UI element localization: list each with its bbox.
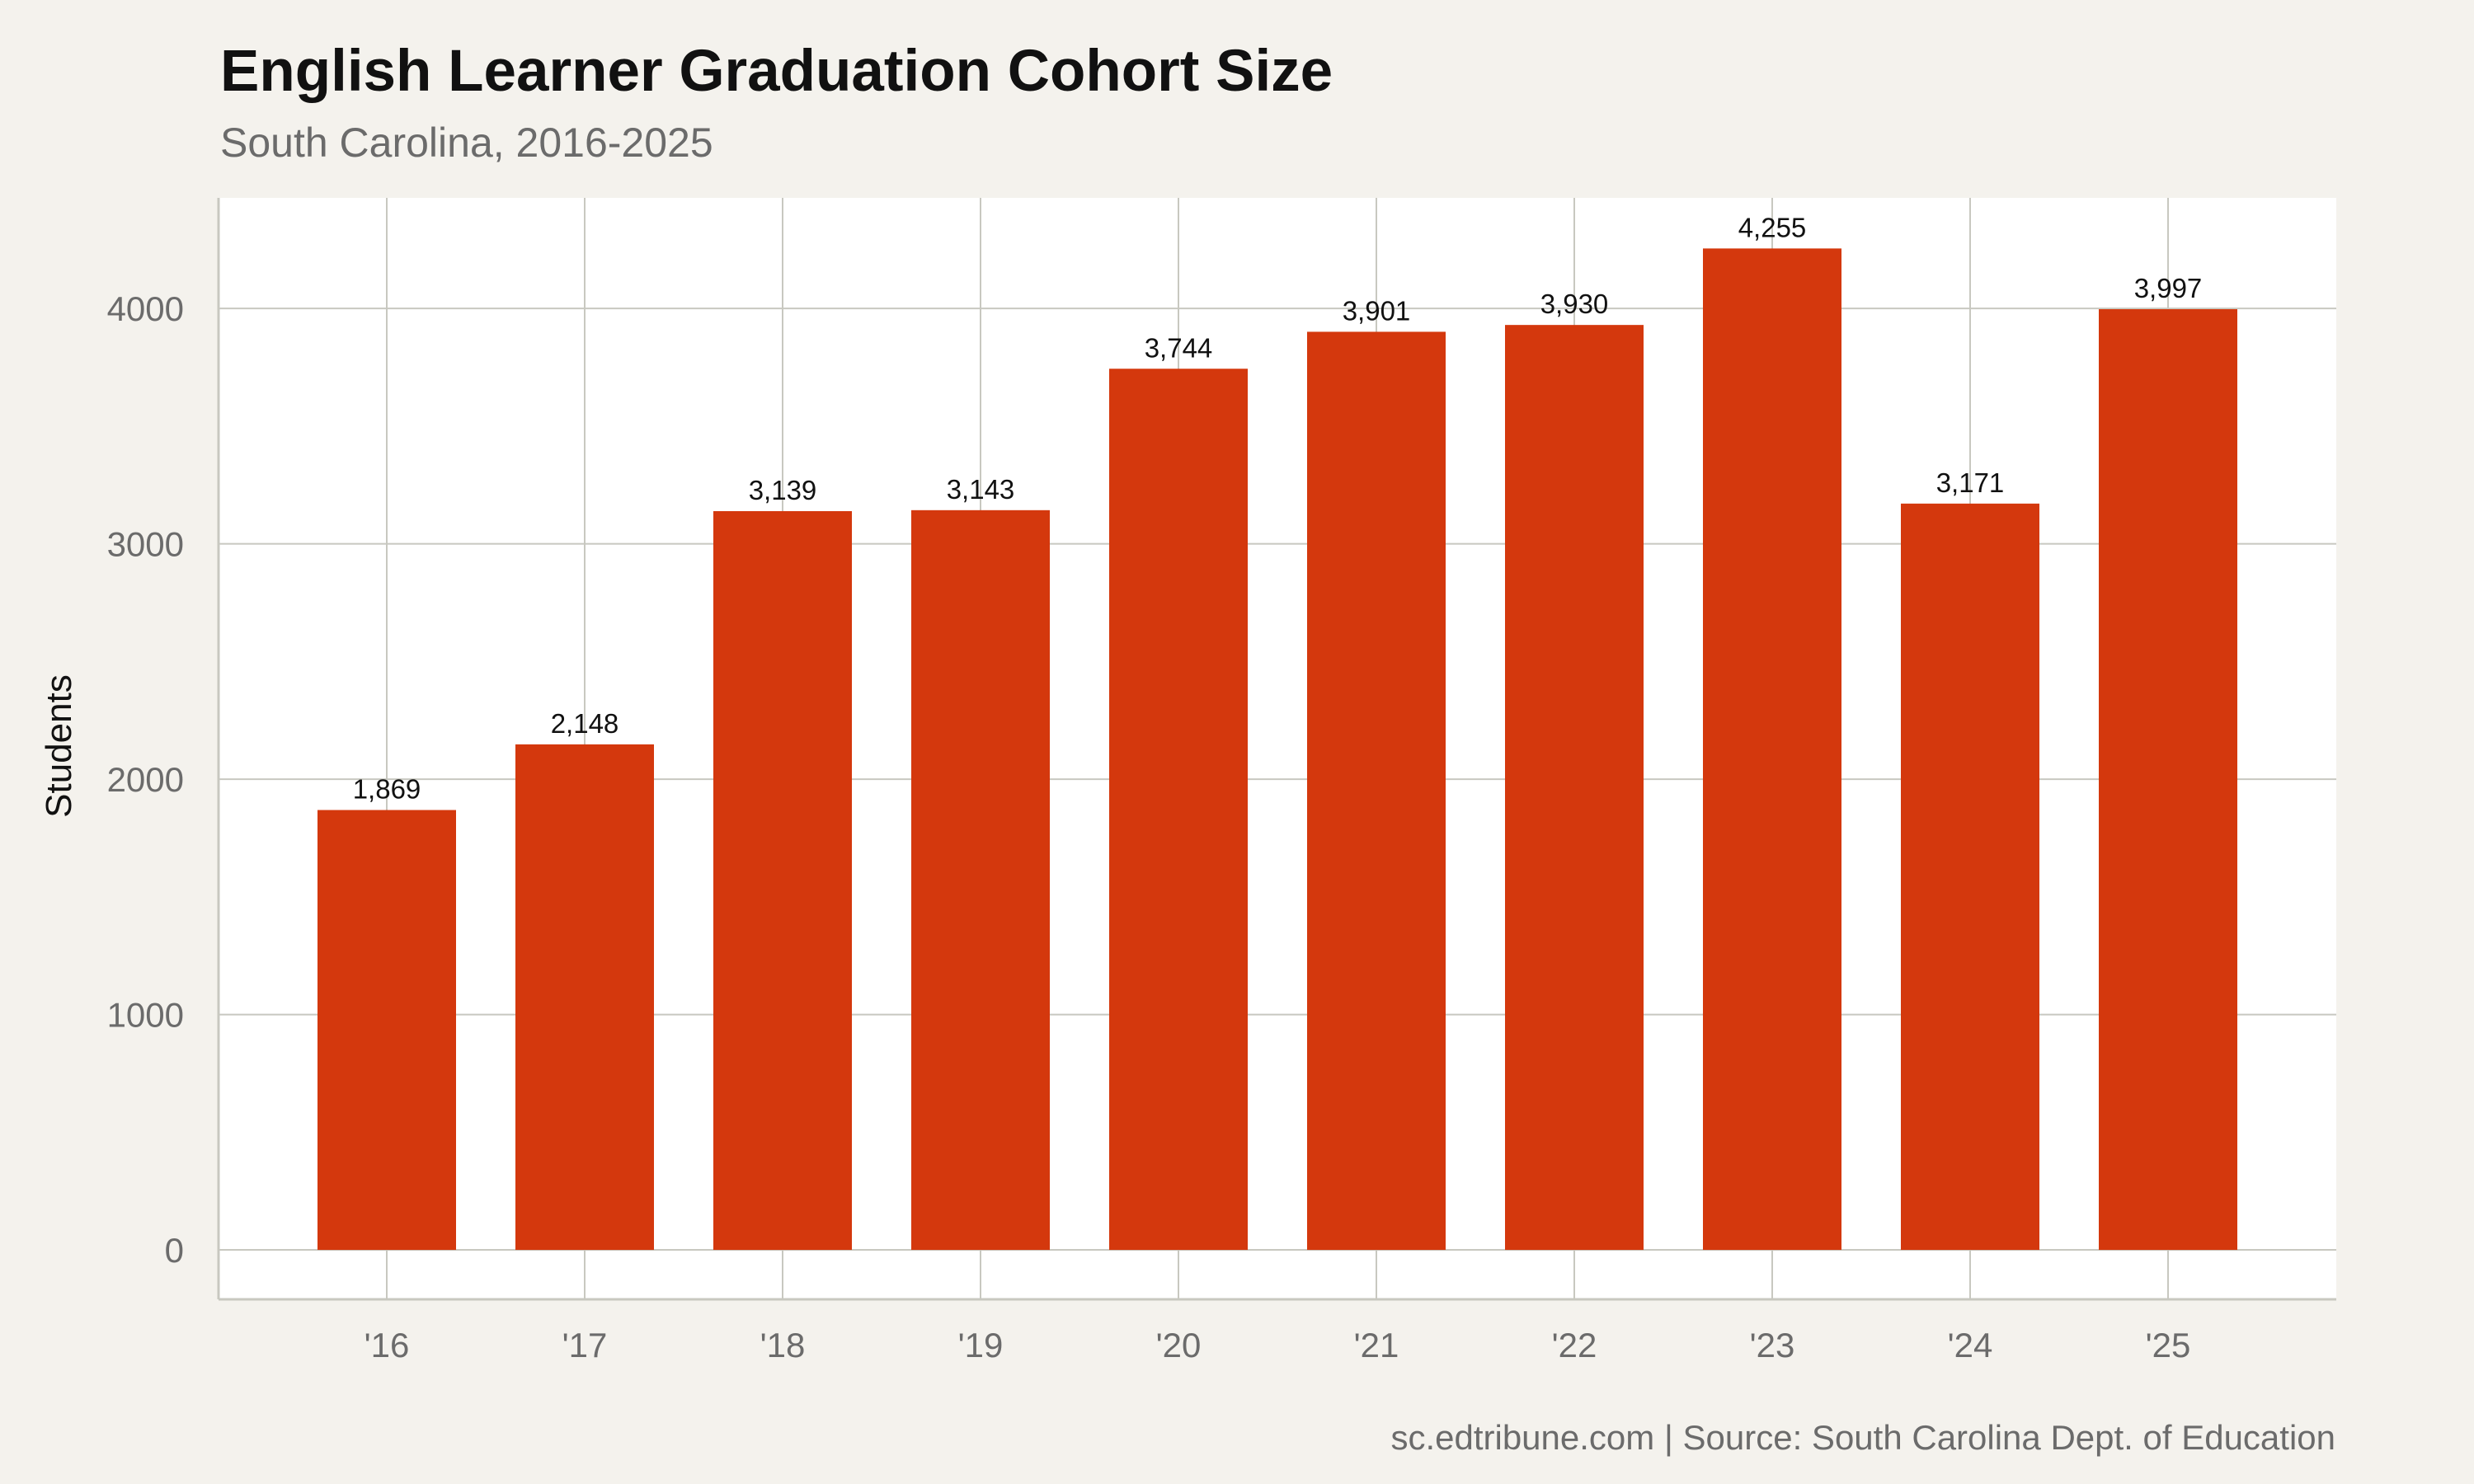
bar — [1109, 369, 1248, 1251]
data-labels: 1,869 2,148 3,139 3,143 3,744 3,901 3,930 4,255… — [353, 212, 2203, 804]
data-label: 3,930 — [1540, 289, 1609, 319]
data-label: 3,143 — [947, 474, 1015, 505]
y-axis-ticks: 0 1000 2000 3000 4000 — [107, 289, 184, 1270]
y-tick-label: 3000 — [107, 525, 184, 564]
chart-caption: sc.edtribune.com | Source: South Carolin… — [1390, 1418, 2335, 1457]
bar — [1307, 331, 1446, 1251]
y-tick-label: 1000 — [107, 996, 184, 1035]
x-tick-label: '23 — [1750, 1326, 1795, 1364]
x-tick-label: '20 — [1156, 1326, 1202, 1364]
y-axis-label: Students — [39, 674, 79, 818]
x-tick-label: '17 — [562, 1326, 608, 1364]
data-label: 3,171 — [1936, 467, 2005, 498]
x-tick-label: '21 — [1354, 1326, 1399, 1364]
x-axis-ticks: '16 '17 '18 '19 '20 '21 '22 '23 '24 '25 — [365, 1326, 2191, 1364]
data-label: 3,744 — [1145, 332, 1213, 363]
x-tick-label: '19 — [958, 1326, 1004, 1364]
x-tick-label: '16 — [365, 1326, 410, 1364]
data-label: 2,148 — [551, 708, 619, 739]
data-label: 3,997 — [2134, 273, 2203, 303]
x-tick-label: '22 — [1552, 1326, 1597, 1364]
x-tick-label: '24 — [1948, 1326, 1993, 1364]
bar — [911, 510, 1050, 1251]
data-label: 1,869 — [353, 774, 421, 805]
bar — [1901, 503, 2039, 1251]
bar — [317, 810, 456, 1251]
bar — [713, 510, 852, 1251]
chart-subtitle: South Carolina, 2016-2025 — [220, 120, 713, 166]
axes — [217, 198, 2336, 1301]
data-label: 3,901 — [1343, 295, 1411, 326]
bar — [2099, 309, 2237, 1251]
bar — [1505, 325, 1644, 1251]
chart-title: English Learner Graduation Cohort Size — [220, 39, 1333, 104]
data-label: 4,255 — [1738, 212, 1807, 242]
y-tick-label: 0 — [165, 1231, 184, 1270]
x-tick-label: '25 — [2146, 1326, 2191, 1364]
bars — [317, 248, 2237, 1251]
bar — [515, 744, 654, 1251]
y-tick-label: 2000 — [107, 760, 184, 799]
y-tick-label: 4000 — [107, 289, 184, 328]
data-label: 3,139 — [749, 475, 817, 505]
x-tick-label: '18 — [760, 1326, 806, 1364]
bar — [1703, 248, 1841, 1251]
